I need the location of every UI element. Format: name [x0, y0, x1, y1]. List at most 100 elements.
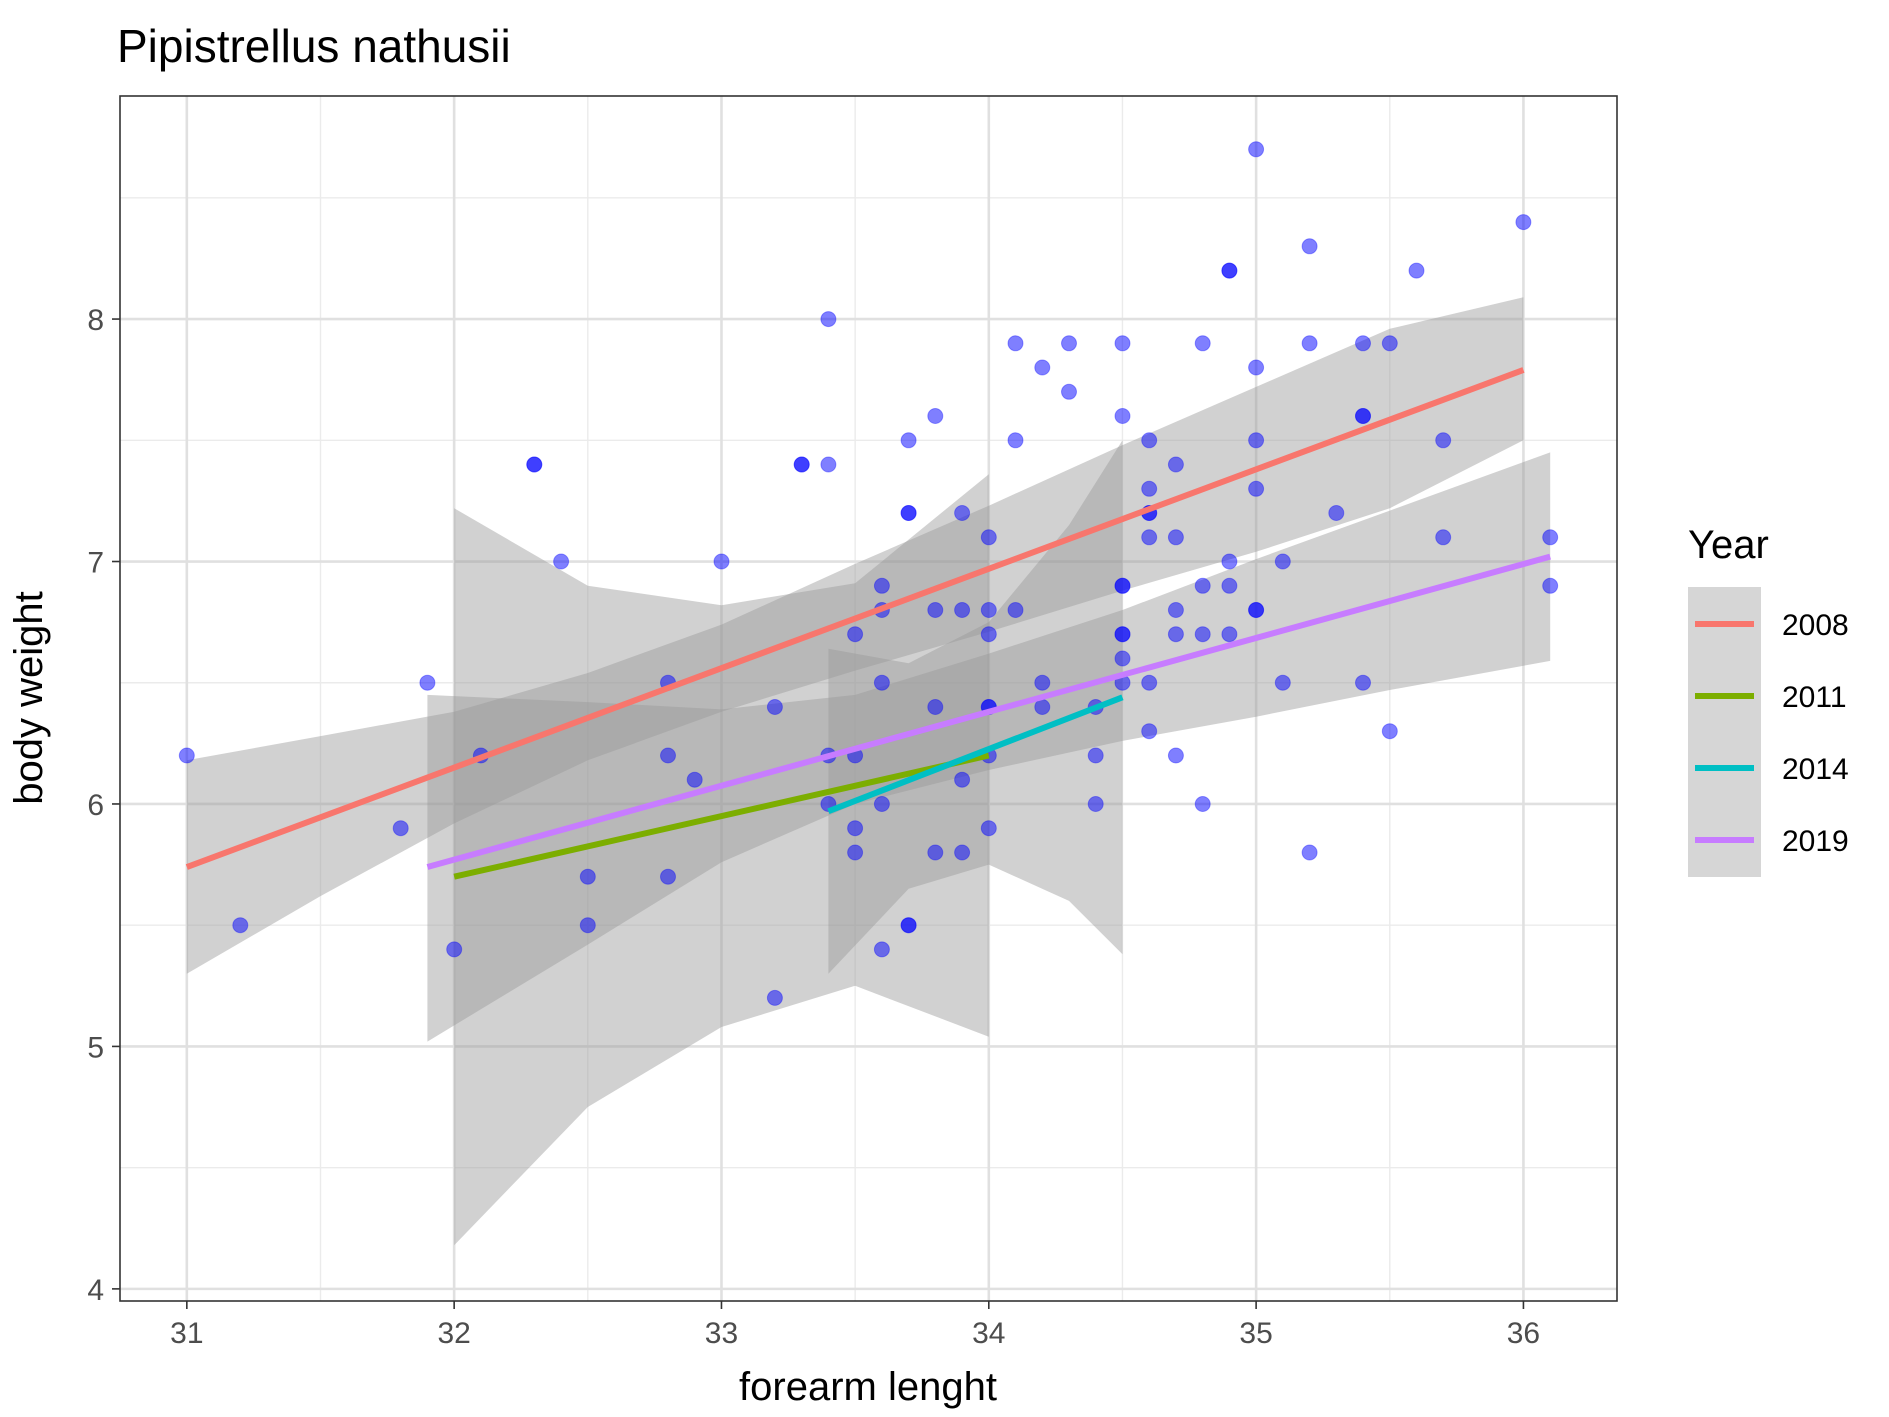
- regression-lines: [185, 367, 1551, 880]
- chart-title: Pipistrellus nathusii: [117, 20, 511, 72]
- data-point: [1194, 626, 1211, 643]
- x-tick-label: 32: [437, 1317, 470, 1350]
- data-point: [980, 529, 997, 546]
- line-2019: [426, 553, 1551, 870]
- data-point: [1301, 844, 1318, 861]
- line-2014: [827, 694, 1124, 815]
- data-point: [873, 674, 890, 691]
- data-point: [766, 699, 783, 715]
- data-point: [1515, 214, 1532, 231]
- ribbon-2011: [454, 474, 989, 1246]
- data-point: [847, 844, 864, 861]
- legend-title: Year: [1688, 523, 1769, 567]
- data-point: [1408, 262, 1425, 279]
- x-axis: 31 32 33 34 35 36: [170, 1301, 1540, 1350]
- data-point: [1435, 529, 1452, 546]
- data-point: [927, 844, 944, 861]
- x-tick-label: 36: [1507, 1317, 1540, 1350]
- data-point: [1141, 674, 1158, 691]
- data-point: [553, 553, 570, 570]
- data-point: [847, 626, 864, 643]
- gridlines: [120, 96, 1617, 1301]
- legend-label-2008: 2008: [1782, 609, 1849, 642]
- data-point: [1061, 383, 1077, 400]
- data-point: [900, 432, 917, 449]
- data-point: [1114, 408, 1131, 424]
- x-tick-label: 34: [972, 1317, 1005, 1350]
- data-point: [713, 553, 730, 570]
- data-point: [526, 456, 543, 473]
- data-point: [1114, 650, 1131, 667]
- x-tick-label: 33: [705, 1317, 738, 1350]
- data-point: [873, 941, 890, 958]
- ribbon-2014: [828, 440, 1123, 974]
- legend-key-background: [1688, 587, 1761, 877]
- data-point: [1328, 505, 1345, 521]
- legend-label-2014: 2014: [1782, 753, 1849, 786]
- data-point: [232, 917, 249, 934]
- data-point: [686, 771, 703, 788]
- y-tick-label: 7: [87, 547, 104, 580]
- data-point: [1355, 408, 1371, 424]
- data-point: [1167, 529, 1184, 546]
- data-point: [954, 505, 971, 521]
- data-point: [1435, 432, 1452, 449]
- data-point: [1114, 335, 1131, 352]
- line-2011: [453, 752, 990, 880]
- data-point: [1141, 723, 1158, 740]
- data-point: [1034, 674, 1051, 691]
- data-point: [1248, 141, 1265, 158]
- data-point: [900, 505, 917, 521]
- data-point: [1141, 529, 1158, 546]
- data-point: [1034, 359, 1051, 376]
- data-point: [927, 408, 944, 424]
- y-tick-label: 4: [87, 1274, 104, 1307]
- data-point: [1167, 626, 1184, 643]
- data-point: [820, 311, 837, 328]
- data-point: [660, 868, 676, 885]
- data-point: [1087, 796, 1104, 812]
- data-point: [1167, 456, 1184, 473]
- data-point: [820, 456, 837, 473]
- y-tick-label: 6: [87, 789, 104, 822]
- panel-background: [120, 96, 1617, 1301]
- data-point: [1007, 602, 1024, 618]
- x-tick-label: 35: [1239, 1317, 1272, 1350]
- data-point: [419, 674, 436, 691]
- data-point: [1221, 577, 1238, 594]
- data-point: [1007, 432, 1024, 449]
- legend-label-2011: 2011: [1782, 681, 1847, 714]
- data-point: [579, 917, 596, 934]
- data-point: [579, 868, 596, 885]
- plot-panel: [119, 95, 1618, 1302]
- data-point: [954, 771, 971, 788]
- x-axis-title: forearm lenght: [739, 1365, 997, 1409]
- data-point: [1355, 335, 1371, 352]
- data-point: [392, 820, 409, 837]
- data-point: [1221, 626, 1238, 643]
- line-2008: [185, 367, 1525, 870]
- data-point: [1167, 747, 1184, 764]
- data-point: [980, 820, 997, 837]
- data-point: [1061, 335, 1077, 352]
- data-point: [1248, 359, 1265, 376]
- y-axis-title: body weight: [7, 591, 51, 804]
- data-point: [1301, 238, 1318, 255]
- data-point: [873, 577, 890, 594]
- data-point: [927, 699, 944, 715]
- data-point: [793, 456, 810, 473]
- data-point: [1194, 577, 1211, 594]
- data-point: [1274, 674, 1291, 691]
- y-axis: 4 5 6 7 8: [87, 304, 120, 1307]
- data-point: [1221, 262, 1238, 279]
- data-point: [847, 820, 864, 837]
- data-point: [954, 844, 971, 861]
- data-point: [980, 626, 997, 643]
- data-point: [1167, 602, 1184, 618]
- data-point: [980, 602, 997, 618]
- data-point: [1221, 553, 1238, 570]
- legend: Year 2008 2011 2014 2019: [1688, 523, 1849, 877]
- data-point: [954, 602, 971, 618]
- data-point: [1087, 747, 1104, 764]
